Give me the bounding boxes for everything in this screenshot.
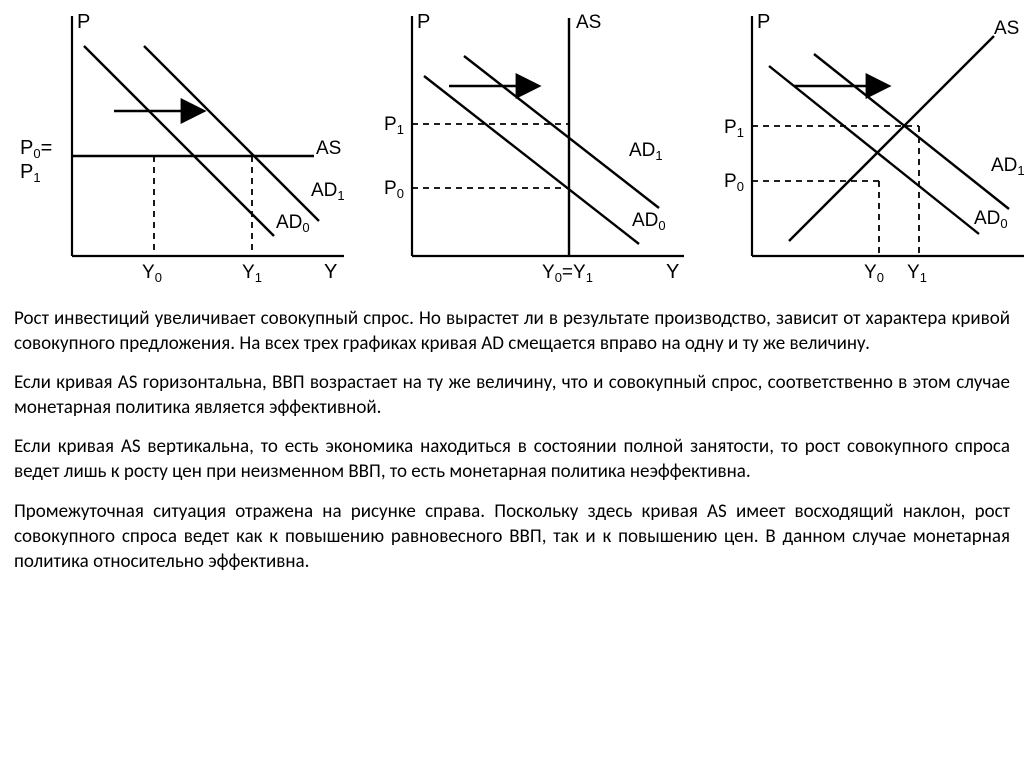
paragraph-2: Если кривая AS горизонтальна, ВВП возрас… xyxy=(14,370,1010,420)
ad1-label: AD1 xyxy=(629,140,663,163)
ad0-label: AD0 xyxy=(276,212,310,235)
chart-upward-as: P AS AD0 AD1 P0 P xyxy=(694,6,1024,298)
p0-label: P0= xyxy=(20,137,52,161)
chart-vertical-as: P Y AS AD0 AD1 P0 P1 xyxy=(354,6,694,298)
axis-p-label: P xyxy=(77,11,90,33)
axis-p-label: P xyxy=(757,11,770,33)
y0y1-label: Y0=Y1 xyxy=(542,262,593,285)
as-label: AS xyxy=(994,18,1019,39)
axis-y-label: Y xyxy=(666,261,679,283)
ad0-label: AD0 xyxy=(632,210,666,233)
charts-row: P Y AS AD0 AD1 P0= P1 xyxy=(14,6,1010,298)
y0-label: Y0 xyxy=(864,262,884,285)
ad0-label: AD0 xyxy=(974,208,1008,231)
axis-p-label: P xyxy=(417,11,430,33)
p0-label: P0 xyxy=(724,171,744,194)
paragraph-4: Промежуточная ситуация отражена на рисун… xyxy=(14,499,1010,574)
chart-horizontal-as: P Y AS AD0 AD1 P0= P1 xyxy=(14,6,354,298)
as-label: AS xyxy=(316,138,341,159)
paragraph-3: Если кривая AS вертикальна, то есть экон… xyxy=(14,434,1010,484)
paragraph-1: Рост инвестиций увеличивает совокупный с… xyxy=(14,306,1010,356)
p0-label: P0 xyxy=(384,178,404,201)
ad1-label: AD1 xyxy=(991,155,1024,178)
y1-label: Y1 xyxy=(242,262,262,285)
p1-label: P1 xyxy=(384,114,404,137)
axis-y-label: Y xyxy=(324,261,337,283)
p1-label: P1 xyxy=(724,117,744,140)
p1-label: P1 xyxy=(20,161,41,185)
y1-label: Y1 xyxy=(907,262,927,285)
ad1-label: AD1 xyxy=(311,180,345,203)
y0-label: Y0 xyxy=(142,262,162,285)
as-label: AS xyxy=(576,12,601,33)
